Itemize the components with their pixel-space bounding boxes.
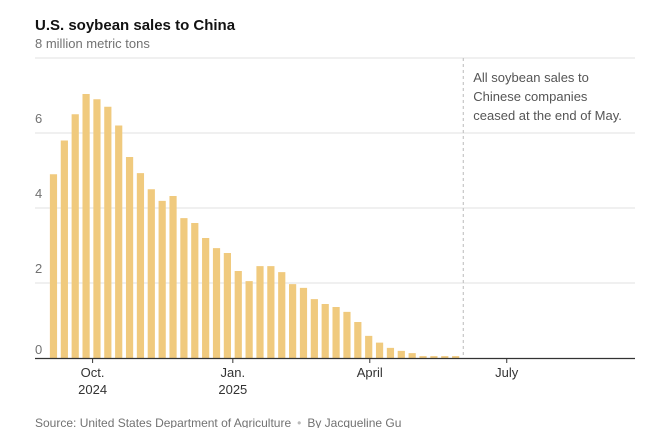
bar xyxy=(430,356,438,358)
source: Source: United States Department of Agri… xyxy=(35,416,291,428)
bar xyxy=(202,238,210,358)
bar xyxy=(191,223,199,358)
bar xyxy=(310,299,318,358)
bar xyxy=(71,114,79,358)
y-tick-label: 8 million metric tons xyxy=(35,36,150,51)
bar xyxy=(386,347,395,358)
chart-title: U.S. soybean sales to China xyxy=(35,17,236,34)
annotation-text: ceased at the end of May. xyxy=(473,108,622,123)
bar xyxy=(223,253,231,358)
bar xyxy=(93,99,101,358)
bar xyxy=(332,307,340,358)
bar xyxy=(147,189,155,358)
bar xyxy=(136,173,145,358)
bar xyxy=(169,196,177,358)
byline: By Jacqueline Gu xyxy=(307,416,401,428)
bar xyxy=(256,266,264,358)
bar xyxy=(212,248,221,358)
annotation-text: All soybean sales to xyxy=(473,70,589,85)
y-tick-label: 2 xyxy=(35,261,42,276)
separator: • xyxy=(297,416,301,428)
bar xyxy=(299,287,308,358)
bar xyxy=(452,356,460,358)
y-tick-label: 0 xyxy=(35,342,42,357)
bar xyxy=(397,350,405,358)
x-tick-label: 2025 xyxy=(218,382,247,397)
bar xyxy=(234,271,242,358)
bar xyxy=(419,356,427,358)
bar xyxy=(158,200,166,358)
x-tick-label: July xyxy=(495,365,519,380)
bar xyxy=(115,125,123,358)
bar xyxy=(180,218,188,358)
bar xyxy=(49,174,58,358)
bar xyxy=(354,322,362,358)
bar xyxy=(267,266,275,358)
bar xyxy=(375,342,384,358)
x-tick-label: Jan. xyxy=(221,365,246,380)
bar xyxy=(245,281,253,358)
bar xyxy=(343,311,351,358)
bar xyxy=(125,157,134,358)
y-tick-label: 4 xyxy=(35,186,42,201)
bar xyxy=(278,272,286,358)
bar xyxy=(408,353,416,358)
bar xyxy=(365,335,373,358)
bar xyxy=(82,94,90,358)
bar xyxy=(60,140,68,358)
x-tick-label: 2024 xyxy=(78,382,107,397)
source-text: Source: United States Department of Agri… xyxy=(35,416,401,428)
bar xyxy=(289,284,297,358)
x-tick-label: Oct. xyxy=(81,365,105,380)
y-tick-label: 6 xyxy=(35,111,42,126)
x-tick-label: April xyxy=(357,365,383,380)
annotation-text: Chinese companies xyxy=(473,89,588,104)
bar xyxy=(441,356,449,358)
bar xyxy=(104,106,112,358)
bar xyxy=(321,304,329,358)
